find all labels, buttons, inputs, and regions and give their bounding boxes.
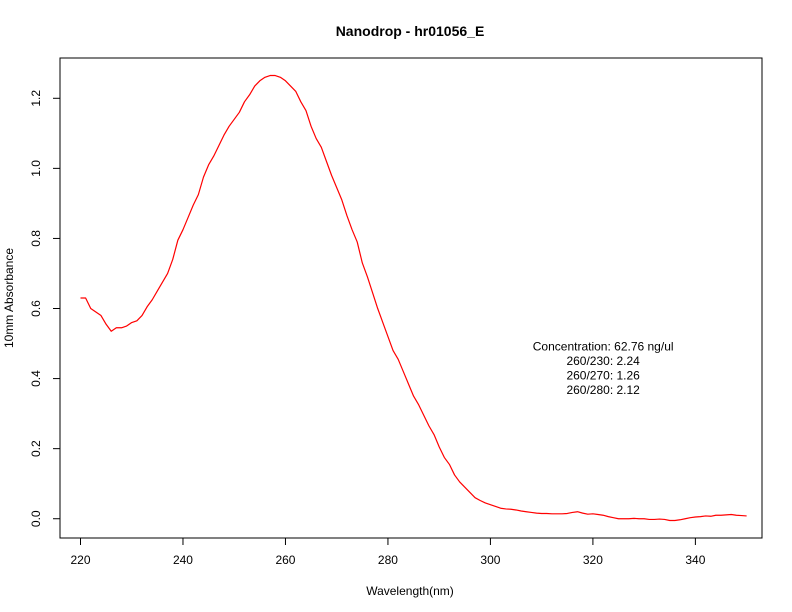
annotation-line: 260/230: 2.24 bbox=[566, 354, 640, 368]
x-axis-label: Wavelength(nm) bbox=[366, 584, 454, 598]
annotation-line: 260/270: 1.26 bbox=[566, 369, 640, 383]
y-axis: 0.0 0.2 0.4 0.6 0.8 1.0 1.2 bbox=[29, 90, 61, 527]
y-tick-label: 0.2 bbox=[29, 440, 43, 457]
x-axis: 220 240 260 280 300 320 340 bbox=[70, 537, 706, 567]
y-axis-label: 10mm Absorbance bbox=[2, 248, 16, 348]
series-layer bbox=[80, 74, 747, 522]
x-tick-label: 280 bbox=[378, 553, 398, 567]
annotation-line: 260/280: 2.12 bbox=[566, 383, 640, 397]
y-tick-label: 0.8 bbox=[29, 230, 43, 247]
chart-title: Nanodrop - hr01056_E bbox=[336, 23, 485, 39]
x-tick-label: 340 bbox=[685, 553, 705, 567]
annotation-line: Concentration: 62.76 ng/ul bbox=[533, 340, 674, 354]
x-tick-label: 220 bbox=[70, 553, 90, 567]
y-tick-label: 1.0 bbox=[29, 160, 43, 177]
series-line bbox=[80, 74, 747, 522]
y-tick-label: 0.6 bbox=[29, 300, 43, 317]
y-tick-label: 1.2 bbox=[29, 90, 43, 107]
x-tick-label: 260 bbox=[275, 553, 295, 567]
x-tick-label: 300 bbox=[480, 553, 500, 567]
y-tick-label: 0.0 bbox=[29, 510, 43, 527]
x-tick-label: 240 bbox=[173, 553, 193, 567]
y-tick-label: 0.4 bbox=[29, 370, 43, 387]
x-tick-label: 320 bbox=[583, 553, 603, 567]
